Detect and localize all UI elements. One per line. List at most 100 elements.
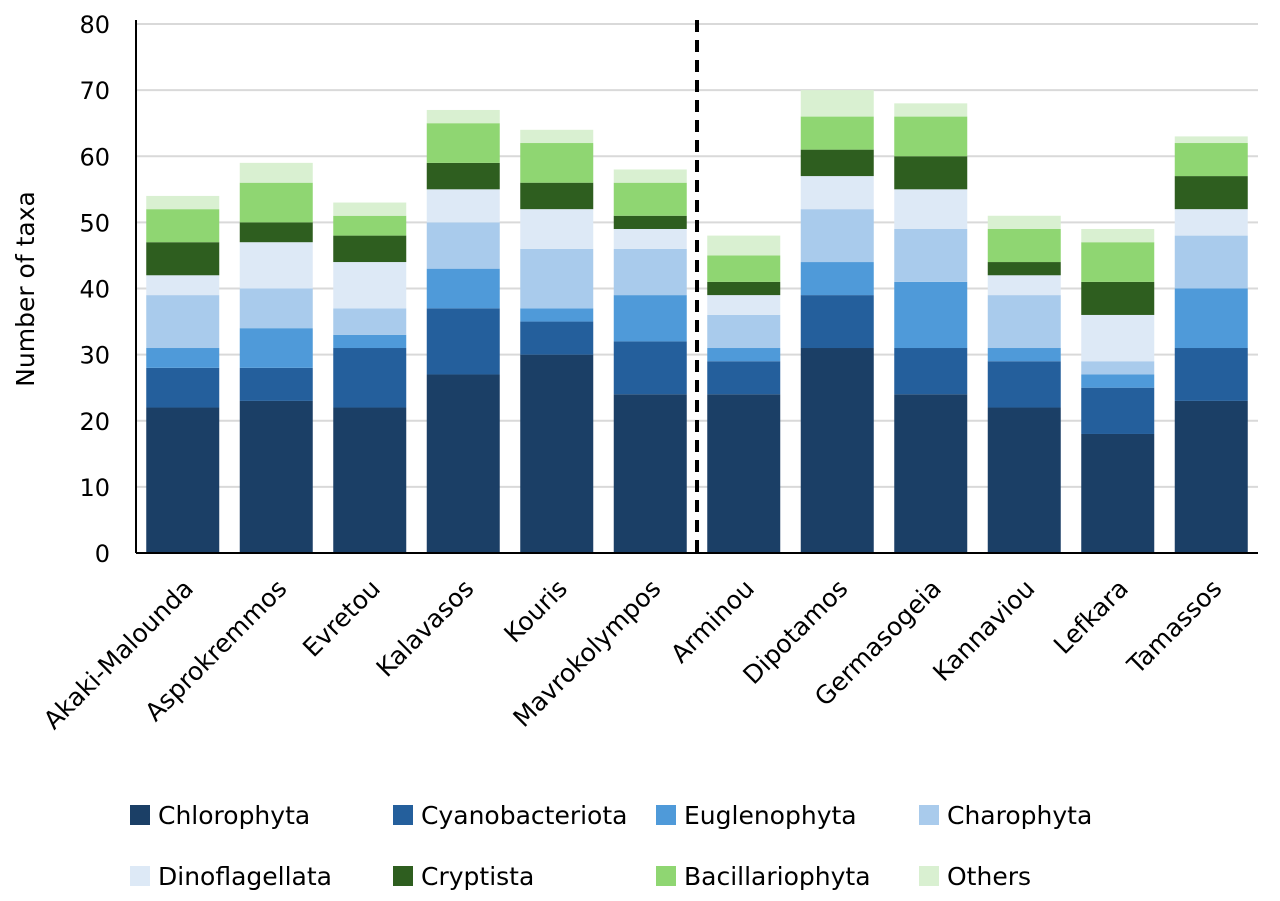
bar-segment-others-dipotamos [800, 90, 874, 117]
bar-segment-others-akaki-malounda [146, 195, 220, 210]
y-tick-label: 20 [79, 408, 110, 436]
x-category-label: Lefkara [1048, 574, 1134, 660]
bar-segment-cryptista-lefkara [1081, 281, 1155, 315]
bar-segment-chlorophyta-evretou [333, 407, 407, 553]
y-tick-label: 70 [79, 77, 110, 105]
bar-segment-others-arminou [707, 235, 781, 256]
bar-segment-cyanobacteriota-dipotamos [800, 295, 874, 349]
bar-segment-others-asprokremmos [239, 162, 313, 183]
bar-segment-cryptista-evretou [333, 235, 407, 263]
bar-segment-charophyta-kouris [520, 248, 594, 309]
y-tick-label: 30 [79, 342, 110, 370]
legend-label: Cyanobacteriota [421, 801, 627, 830]
x-category-label: Tamassos [1121, 574, 1227, 680]
bar-segment-euglenophyta-lefkara [1081, 374, 1155, 388]
legend-swatch-charophyta [919, 805, 939, 825]
bar-segment-charophyta-kannaviou [987, 295, 1061, 349]
bar-segment-chlorophyta-kouris [520, 354, 594, 553]
legend-label: Dinoflagellata [158, 862, 332, 891]
bar-segment-charophyta-asprokremmos [239, 288, 313, 329]
bar-segment-cyanobacteriota-akaki-malounda [146, 367, 220, 408]
y-tick-label: 10 [79, 474, 110, 502]
bar-segment-others-kouris [520, 129, 594, 144]
bar-segment-charophyta-kalavasos [426, 222, 500, 269]
bar-segment-cryptista-akaki-malounda [146, 242, 220, 276]
bar-segment-euglenophyta-evretou [333, 334, 407, 349]
bar-segment-cyanobacteriota-lefkara [1081, 387, 1155, 434]
bar-segment-others-mavrokolympos [613, 169, 687, 183]
bar-segment-bacillariophyta-arminou [707, 255, 781, 282]
bar-segment-chlorophyta-germasogeia [894, 394, 968, 553]
bar-segment-dinoflagellata-mavrokolympos [613, 228, 687, 249]
bar-segment-euglenophyta-kouris [520, 308, 594, 322]
bar-segment-cyanobacteriota-kouris [520, 321, 594, 355]
bar-segment-charophyta-arminou [707, 314, 781, 349]
bar-segment-bacillariophyta-evretou [333, 215, 407, 236]
bar-segment-euglenophyta-germasogeia [894, 281, 968, 349]
bar-segment-dinoflagellata-germasogeia [894, 189, 968, 229]
bar-segment-cyanobacteriota-kannaviou [987, 361, 1061, 408]
legend-swatch-bacillariophyta [656, 866, 676, 886]
legend-label: Bacillariophyta [684, 862, 871, 891]
bar-segment-cryptista-asprokremmos [239, 222, 313, 243]
y-tick-label: 0 [95, 540, 110, 568]
bar-segment-others-evretou [333, 202, 407, 216]
bar-segment-euglenophyta-kannaviou [987, 348, 1061, 362]
bar-segment-cryptista-kouris [520, 182, 594, 210]
bar-segment-cyanobacteriota-arminou [707, 361, 781, 395]
bar-segment-bacillariophyta-akaki-malounda [146, 209, 220, 243]
bar-segment-chlorophyta-kannaviou [987, 407, 1061, 553]
bar-segment-euglenophyta-dipotamos [800, 262, 874, 296]
bar-segment-bacillariophyta-kouris [520, 143, 594, 183]
bar-segment-dinoflagellata-dipotamos [800, 176, 874, 210]
bar-segment-dinoflagellata-arminou [707, 295, 781, 315]
bar-segment-others-kalavasos [426, 109, 500, 124]
bar-segment-bacillariophyta-dipotamos [800, 116, 874, 150]
bar-segment-others-kannaviou [987, 215, 1061, 229]
y-axis-title: Number of taxa [11, 191, 40, 387]
bar-segment-others-germasogeia [894, 103, 968, 117]
legend-swatch-others [919, 866, 939, 886]
legend-label: Charophyta [947, 801, 1092, 830]
legend-swatch-euglenophyta [656, 805, 676, 825]
bar-segment-dinoflagellata-lefkara [1081, 314, 1155, 362]
legend: Chlorophyta Cyanobacteriota Euglenophyta Ch… [130, 801, 1092, 891]
bar-segment-cyanobacteriota-mavrokolympos [613, 341, 687, 395]
bar-segment-cryptista-germasogeia [894, 156, 968, 190]
bar-segment-chlorophyta-akaki-malounda [146, 407, 220, 553]
y-tick-label: 80 [79, 11, 110, 39]
bar-segment-euglenophyta-kalavasos [426, 268, 500, 309]
bar-segment-charophyta-evretou [333, 308, 407, 335]
x-category-label: Kannaviou [927, 574, 1040, 687]
bar-segment-charophyta-akaki-malounda [146, 295, 220, 349]
bar-segment-cyanobacteriota-tamassos [1174, 348, 1248, 401]
bar-segment-dinoflagellata-evretou [333, 262, 407, 309]
bar-segment-cryptista-tamassos [1174, 176, 1248, 210]
bar-segment-dinoflagellata-akaki-malounda [146, 275, 220, 296]
bar-segment-cryptista-kalavasos [426, 162, 500, 190]
bar-segment-dinoflagellata-kannaviou [987, 275, 1061, 296]
bar-segment-chlorophyta-mavrokolympos [613, 394, 687, 553]
bar-segment-cryptista-arminou [707, 281, 781, 296]
bar-segment-charophyta-germasogeia [894, 228, 968, 282]
x-category-label: Arminou [665, 574, 760, 669]
legend-swatch-dinoflagellata [130, 866, 150, 886]
bar-segment-cyanobacteriota-germasogeia [894, 348, 968, 395]
bar-segment-euglenophyta-mavrokolympos [613, 295, 687, 342]
bar-segment-dinoflagellata-kalavasos [426, 189, 500, 223]
bar-segment-chlorophyta-tamassos [1174, 400, 1248, 553]
bar-segment-cyanobacteriota-kalavasos [426, 308, 500, 375]
bar-segment-cryptista-dipotamos [800, 149, 874, 177]
bar-segment-cyanobacteriota-evretou [333, 348, 407, 408]
legend-swatch-cryptista [393, 866, 413, 886]
y-tick-label: 60 [79, 143, 110, 171]
bar-segment-bacillariophyta-germasogeia [894, 116, 968, 157]
bar-segment-dinoflagellata-asprokremmos [239, 242, 313, 289]
bar-segment-dinoflagellata-kouris [520, 209, 594, 249]
bar-segment-others-tamassos [1174, 136, 1248, 144]
bar-segment-chlorophyta-lefkara [1081, 433, 1155, 553]
bar-segment-cryptista-mavrokolympos [613, 215, 687, 229]
x-category-label: Kouris [498, 574, 573, 649]
bar-segment-chlorophyta-asprokremmos [239, 400, 313, 553]
